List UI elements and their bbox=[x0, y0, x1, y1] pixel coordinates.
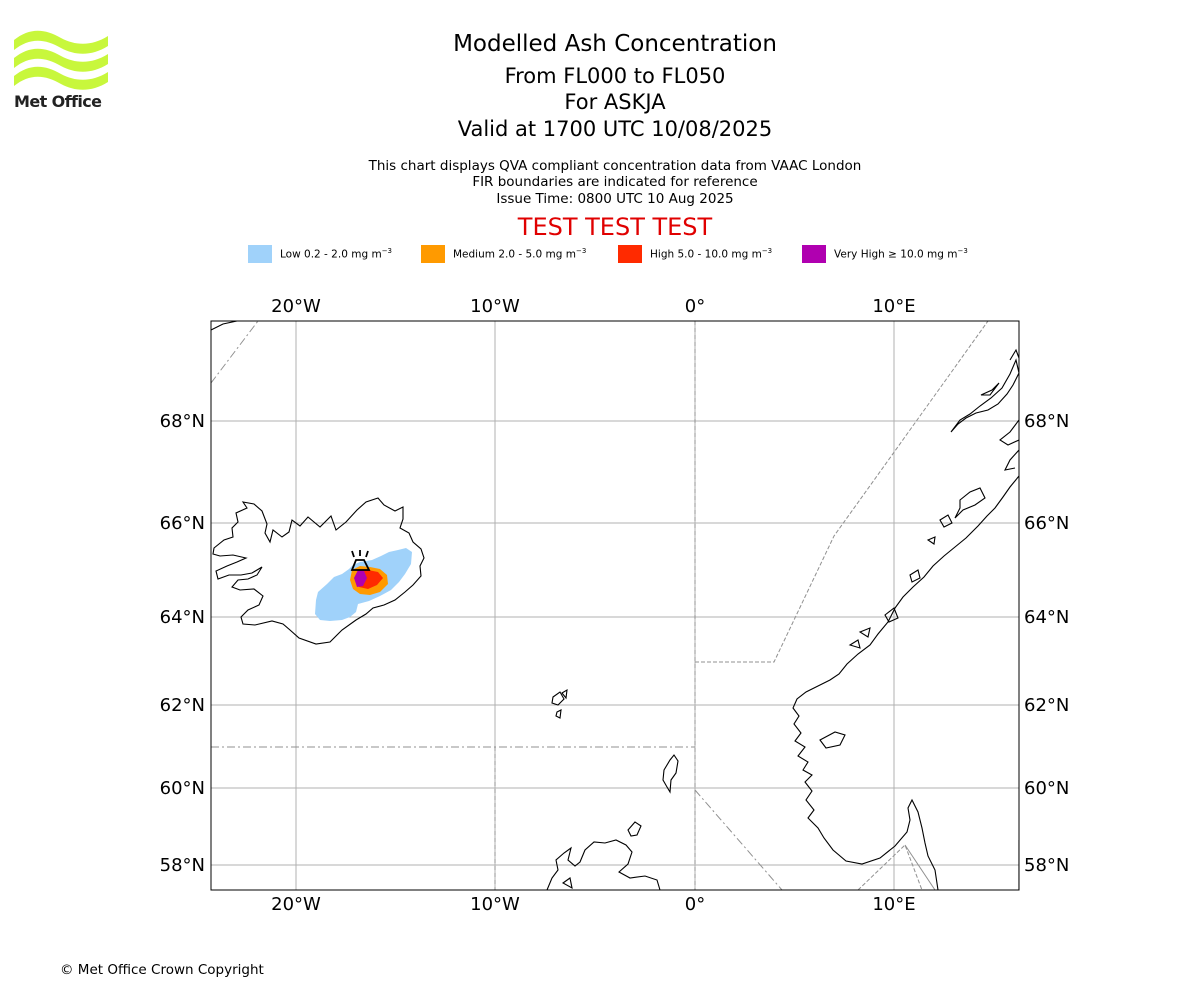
volcano-icon bbox=[350, 550, 371, 571]
norway-coastline bbox=[792, 475, 1019, 890]
lat-label-58n: 58°N bbox=[160, 855, 205, 876]
volcano-name: For ASKJA bbox=[564, 90, 666, 114]
lon-label-10e: 10°E bbox=[872, 296, 915, 317]
legend-swatch-very-high bbox=[802, 245, 826, 263]
lat-label-64n: 64°N bbox=[160, 607, 205, 628]
legend-item-high: High 5.0 - 10.0 mg m−3 bbox=[618, 244, 772, 264]
chart-title: Modelled Ash Concentration bbox=[453, 31, 777, 57]
lon-label-20w: 20°W bbox=[271, 296, 321, 317]
lat-label-60n-right: 60°N bbox=[1024, 778, 1069, 799]
met-office-logo-icon bbox=[14, 30, 108, 90]
shetland-coastline bbox=[662, 754, 679, 794]
lat-label-66n: 66°N bbox=[160, 513, 205, 534]
lat-label-68n-right: 68°N bbox=[1024, 411, 1069, 432]
lat-label-60n: 60°N bbox=[160, 778, 205, 799]
faroe-islands-coastline bbox=[551, 691, 565, 706]
iceland-coastline bbox=[212, 497, 425, 645]
lon-label-10w: 10°W bbox=[470, 296, 520, 317]
copyright-notice: © Met Office Crown Copyright bbox=[60, 962, 264, 978]
map-frame bbox=[210, 320, 1020, 891]
legend-swatch-medium bbox=[421, 245, 445, 263]
legend-swatch-low bbox=[248, 245, 272, 263]
lon-label-20w-bottom: 20°W bbox=[271, 894, 321, 915]
lat-label-62n: 62°N bbox=[160, 695, 205, 716]
lat-label-64n-right: 64°N bbox=[1024, 607, 1069, 628]
chart-description: This chart displays QVA compliant concen… bbox=[368, 158, 862, 174]
fir-boundaries bbox=[211, 321, 989, 890]
gridlines bbox=[211, 321, 1019, 890]
lat-label-62n-right: 62°N bbox=[1024, 695, 1069, 716]
lat-label-58n-right: 58°N bbox=[1024, 855, 1069, 876]
legend-swatch-high bbox=[618, 245, 642, 263]
lon-label-0-bottom: 0° bbox=[685, 894, 705, 915]
lat-label-66n-right: 66°N bbox=[1024, 513, 1069, 534]
lon-label-10w-bottom: 10°W bbox=[470, 894, 520, 915]
legend-label-high: High 5.0 - 10.0 mg m−3 bbox=[650, 247, 773, 261]
legend-label-very-high: Very High ≥ 10.0 mg m−3 bbox=[834, 247, 968, 261]
flight-levels: From FL000 to FL050 bbox=[504, 64, 726, 88]
logo-text: Met Office bbox=[14, 92, 102, 111]
lat-label-68n: 68°N bbox=[160, 411, 205, 432]
fir-note: FIR boundaries are indicated for referen… bbox=[472, 174, 758, 190]
legend-label-medium: Medium 2.0 - 5.0 mg m−3 bbox=[453, 247, 587, 261]
legend-item-low: Low 0.2 - 2.0 mg m−3 bbox=[248, 244, 392, 264]
lon-label-0: 0° bbox=[685, 296, 705, 317]
longitude-labels: 20°W 10°W 0° 10°E 20°W 10°W 0° 10°E bbox=[271, 296, 915, 915]
legend-item-very-high: Very High ≥ 10.0 mg m−3 bbox=[802, 244, 968, 264]
valid-time: Valid at 1700 UTC 10/08/2025 bbox=[457, 117, 773, 141]
lon-label-10e-bottom: 10°E bbox=[872, 894, 915, 915]
test-banner: TEST TEST TEST bbox=[517, 213, 713, 241]
latitude-labels: 68°N 66°N 64°N 62°N 60°N 58°N 68°N 66°N … bbox=[160, 411, 1070, 876]
coastlines bbox=[211, 321, 1019, 890]
legend-label-low: Low 0.2 - 2.0 mg m−3 bbox=[280, 247, 393, 261]
issue-time: Issue Time: 0800 UTC 10 Aug 2025 bbox=[496, 191, 734, 207]
legend-item-medium: Medium 2.0 - 5.0 mg m−3 bbox=[421, 244, 586, 264]
scotland-coastline bbox=[546, 839, 661, 890]
ash-concentration-plume bbox=[315, 548, 412, 621]
ash-area-very-high bbox=[354, 570, 367, 587]
